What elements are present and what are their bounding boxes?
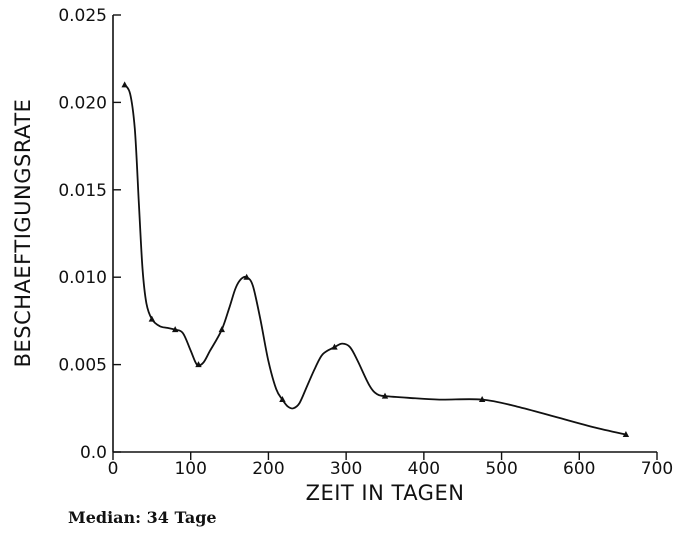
data-point: [218, 326, 225, 333]
x-axis-label: ZEIT IN TAGEN: [306, 481, 465, 505]
axes: [112, 15, 657, 453]
data-point: [279, 396, 286, 403]
x-tick-label: 500: [485, 459, 517, 479]
x-tick-label: 600: [563, 459, 595, 479]
x-tick-label: 100: [174, 459, 206, 479]
y-tick-label: 0.025: [58, 6, 107, 26]
y-tick-label: 0.005: [58, 356, 107, 376]
data-point: [622, 431, 630, 438]
data-point: [331, 343, 338, 350]
plot-area: [121, 81, 630, 438]
data-point: [381, 392, 389, 399]
median-caption: Median: 34 Tage: [68, 508, 217, 527]
data-point: [478, 396, 486, 403]
data-point: [148, 315, 156, 322]
y-axis-label: BESCHAEFTIGUNGSRATE: [11, 99, 35, 368]
ticks: 0.0 0.005 0.010 0.015 0.020 0.025 0 100 200 300 40…: [58, 6, 673, 479]
x-tick-label: 700: [641, 459, 673, 479]
series-line: [123, 84, 627, 436]
y-tick-label: 0.020: [58, 93, 107, 113]
x-tick-label: 0: [108, 459, 119, 479]
data-point: [243, 273, 250, 280]
x-tick-label: 400: [408, 459, 440, 479]
data-point: [121, 81, 128, 88]
y-tick-label: 0.010: [58, 268, 107, 288]
data-point: [195, 361, 202, 368]
x-tick-label: 300: [330, 459, 362, 479]
x-tick-label: 200: [252, 459, 284, 479]
y-tick-label: 0.0: [80, 443, 107, 463]
data-point: [171, 326, 179, 333]
y-tick-label: 0.015: [58, 181, 107, 201]
